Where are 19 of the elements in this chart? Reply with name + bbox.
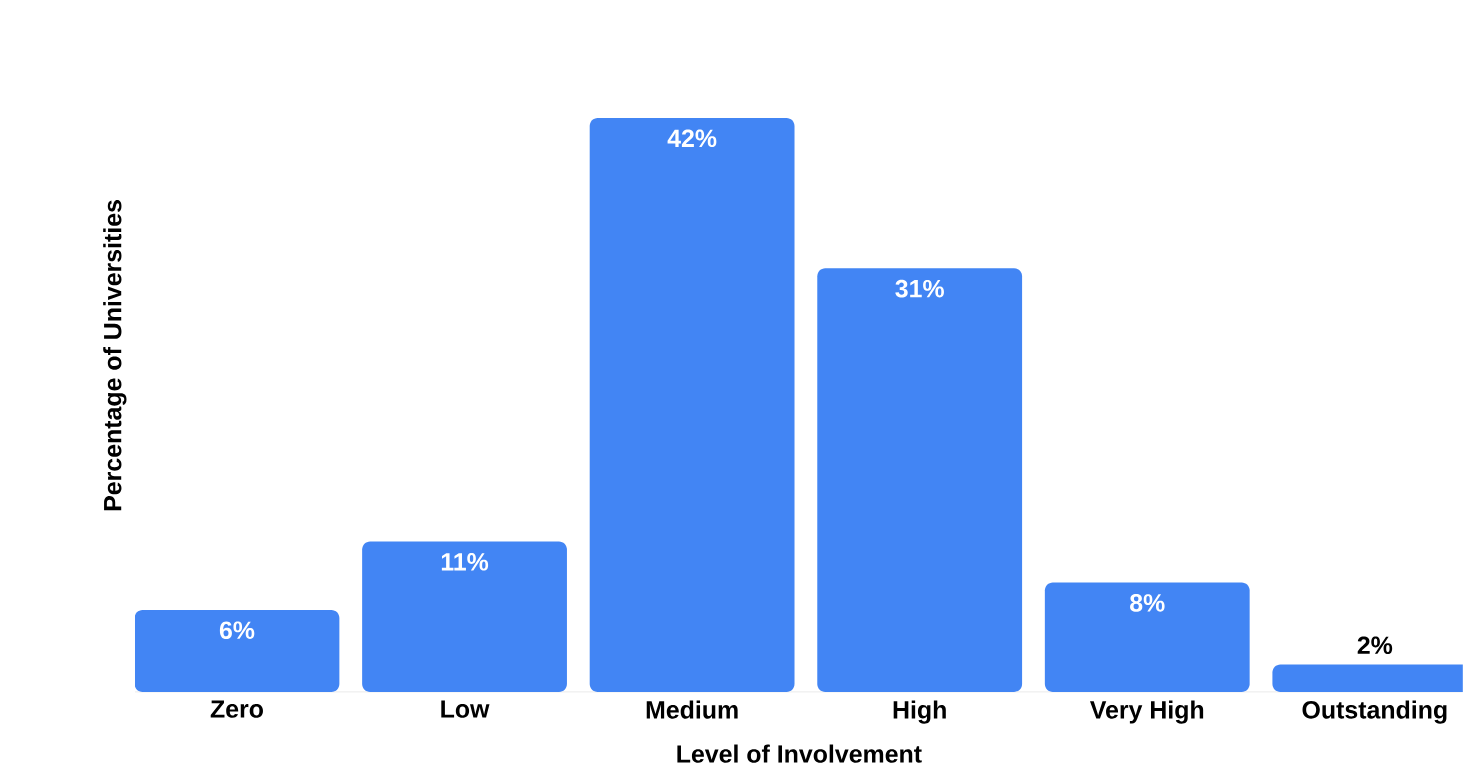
bar — [1044, 582, 1250, 692]
bar — [817, 268, 1023, 692]
x-tick-label: Medium — [646, 700, 738, 719]
x-axis-title: Level of Involvement — [677, 744, 922, 763]
x-tick-label: Zero — [210, 700, 263, 718]
data-label: 42% — [667, 129, 717, 148]
bar — [589, 118, 795, 692]
bar — [134, 609, 340, 692]
bar — [362, 541, 567, 692]
data-label: 2% — [1357, 636, 1393, 655]
x-tick-label: Outstanding — [1302, 700, 1447, 724]
data-label: 31% — [895, 279, 944, 298]
y-axis-title: Percentage of Universities — [103, 200, 127, 511]
x-tick-label: Low — [441, 700, 490, 718]
data-label: 6% — [219, 621, 255, 640]
data-label: 11% — [441, 553, 489, 571]
data-label: 8% — [1130, 594, 1165, 612]
x-tick-label: Very High — [1089, 700, 1204, 724]
x-tick-label: High — [893, 700, 946, 724]
